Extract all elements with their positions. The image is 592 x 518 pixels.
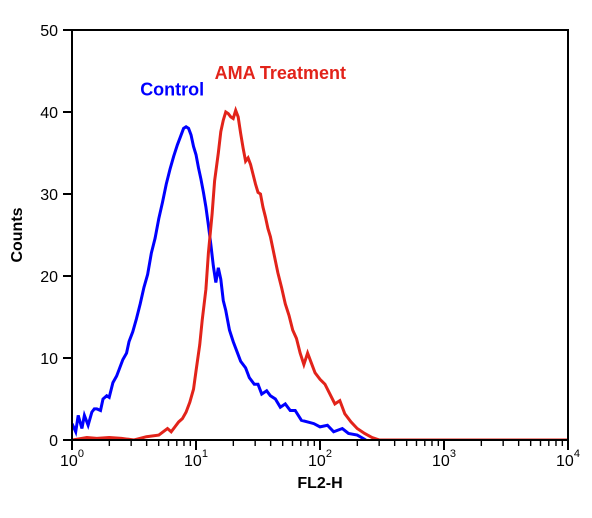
svg-text:30: 30: [40, 187, 58, 204]
svg-text:50: 50: [40, 23, 58, 40]
x-axis-label: FL2-H: [297, 475, 342, 492]
series-label-control: Control: [140, 80, 204, 100]
series-label-ama-treatment: AMA Treatment: [215, 63, 346, 83]
chart-svg: 01020304050100101102103104CountsFL2-HCon…: [0, 0, 592, 518]
svg-text:0: 0: [49, 433, 58, 450]
svg-text:40: 40: [40, 105, 58, 122]
svg-text:20: 20: [40, 269, 58, 286]
flow-cytometry-histogram: 01020304050100101102103104CountsFL2-HCon…: [0, 0, 592, 518]
svg-text:10: 10: [40, 351, 58, 368]
y-axis-label: Counts: [9, 207, 26, 262]
